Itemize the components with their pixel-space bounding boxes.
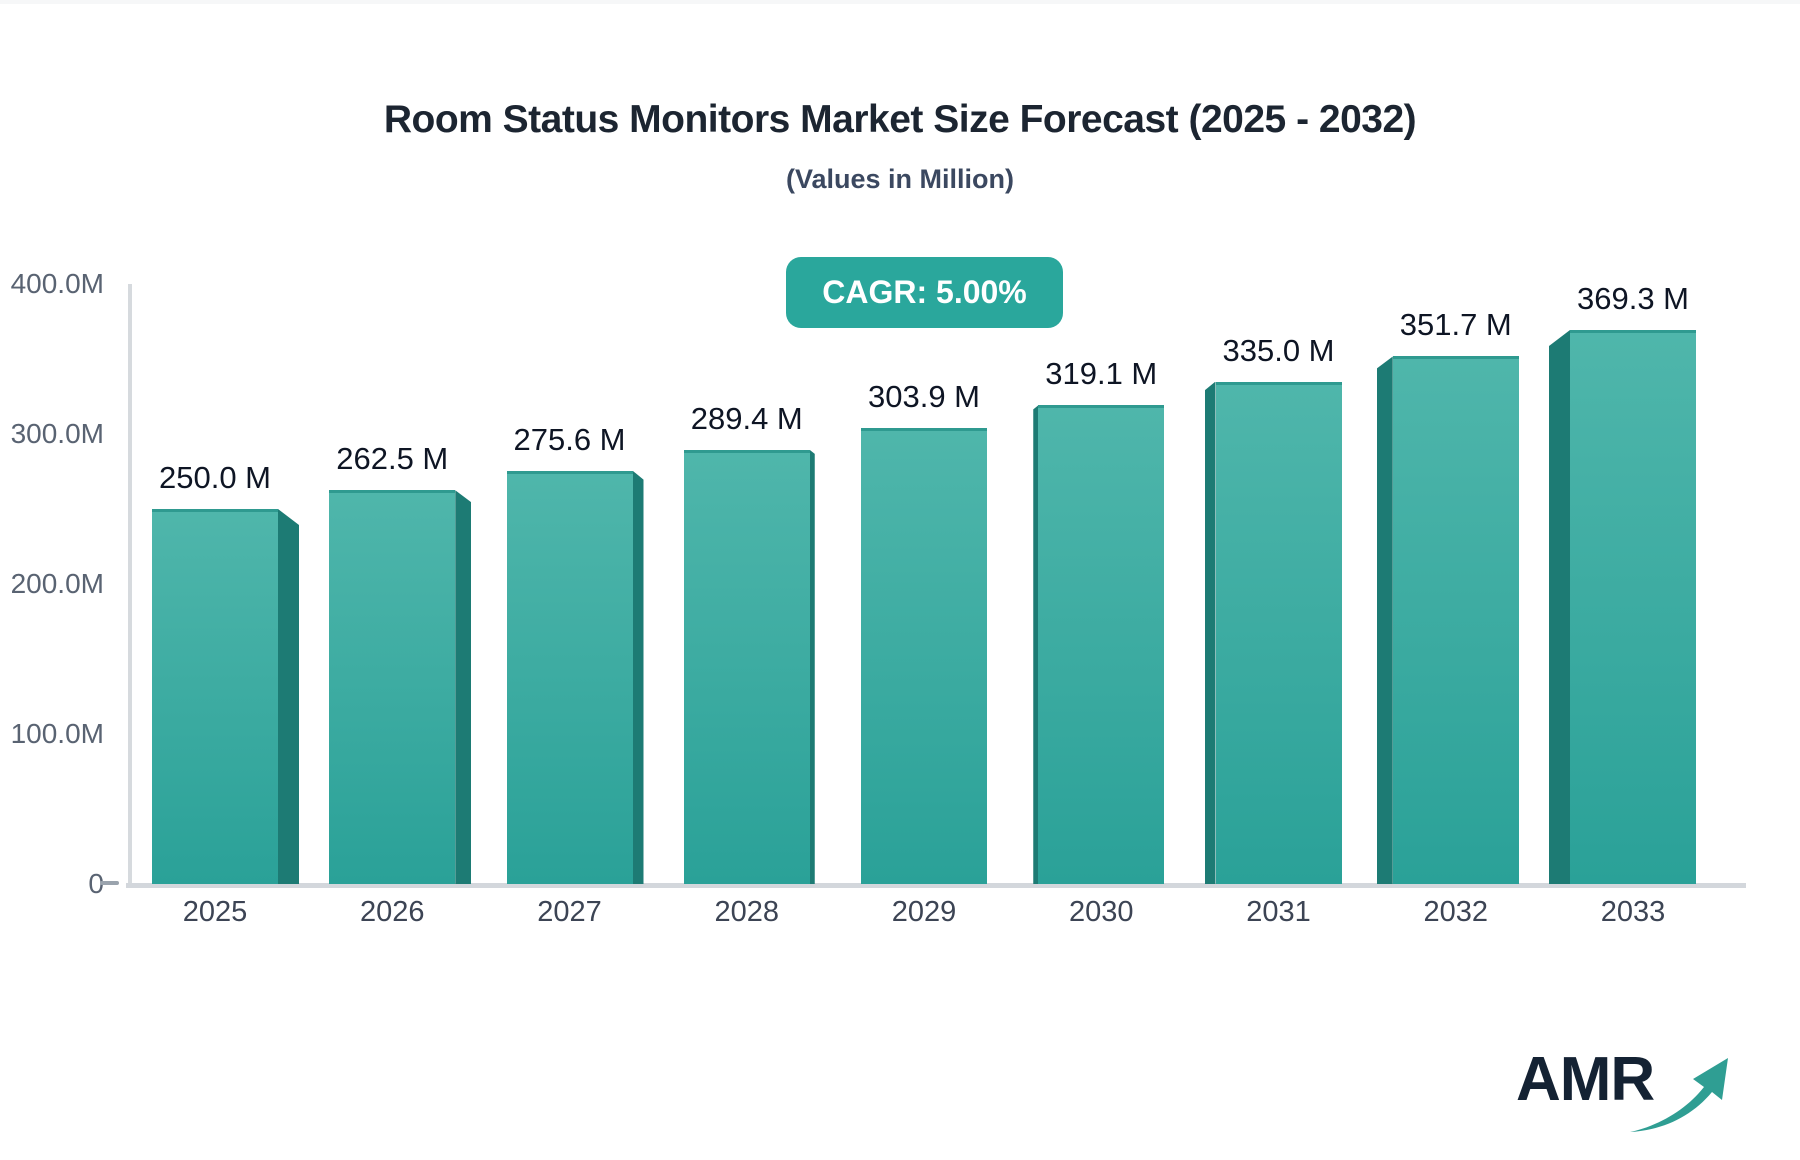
y-axis-tick-label: 300.0M [10,418,104,449]
y-axis-tick-label: 200.0M [10,568,104,599]
bar-2031 [1204,381,1342,884]
bar-side-panel [278,509,299,884]
bar-face [861,428,987,884]
bar-face [152,509,278,884]
x-axis-label: 2030 [1068,896,1134,928]
x-axis-label: 2025 [182,896,248,928]
bar-2032 [1376,356,1519,884]
bar-2033 [1549,330,1696,884]
x-axis-label: 2026 [359,896,425,928]
bar-2026 [329,490,472,884]
x-axis-label: 2027 [537,896,602,928]
bar-value-label: 351.7 M [1399,307,1512,343]
bar-face [1570,330,1696,884]
bar-side-panel [632,470,644,884]
bar-side-panel [1204,381,1216,884]
bar-value-label: 275.6 M [513,421,626,457]
x-axis-label: 2028 [714,896,779,928]
zero-tick-dash [100,881,119,885]
bar-side-panel [1376,356,1393,884]
bar-value-label: 289.4 M [690,400,803,436]
growth-arrow-icon [1630,1058,1728,1132]
chart-title: Room Status Monitors Market Size Forecas… [383,98,1417,141]
cagr-badge: CAGR: 5.00% [786,257,1063,328]
bar-value-label: 369.3 M [1576,281,1689,317]
bar-2027 [506,470,644,884]
bar-face [1392,356,1519,884]
bar-value-label: 250.0 M [158,460,271,495]
y-axis-tick-label: 0 [88,868,104,899]
y-axis-line [128,284,132,888]
bar-side-panel [1033,405,1039,884]
bar-side-panel [809,449,815,884]
bar-2025 [152,509,299,884]
bar-face [683,449,810,884]
x-axis-label: 2032 [1423,896,1488,928]
x-axis-label: 2033 [1600,896,1666,928]
bar-value-label: 303.9 M [867,379,980,415]
bar-value-label: 335.0 M [1222,332,1335,368]
chart-subtitle: (Values in Million) [785,164,1015,194]
bar-face [506,470,633,884]
x-axis-label: 2031 [1246,896,1311,928]
bar-side-panel [455,490,472,884]
bar-face [1215,381,1342,884]
bar-face [1038,405,1165,884]
y-axis-tick-label: 100.0M [10,718,104,749]
bar-2028 [683,449,815,884]
bar-value-label: 319.1 M [1045,356,1158,392]
x-axis-label: 2029 [891,896,957,928]
bar-2030 [1033,405,1165,884]
bar-side-panel [1549,330,1570,884]
amr-logo-text: AMR [1516,1045,1655,1114]
bar-value-label: 262.5 M [336,441,449,477]
bar-2029 [861,428,987,884]
amr-logo: AMR [1516,1032,1736,1142]
y-axis-tick-label: 400.0M [10,268,104,299]
x-axis-line [126,883,1746,888]
bar-face [329,490,456,884]
